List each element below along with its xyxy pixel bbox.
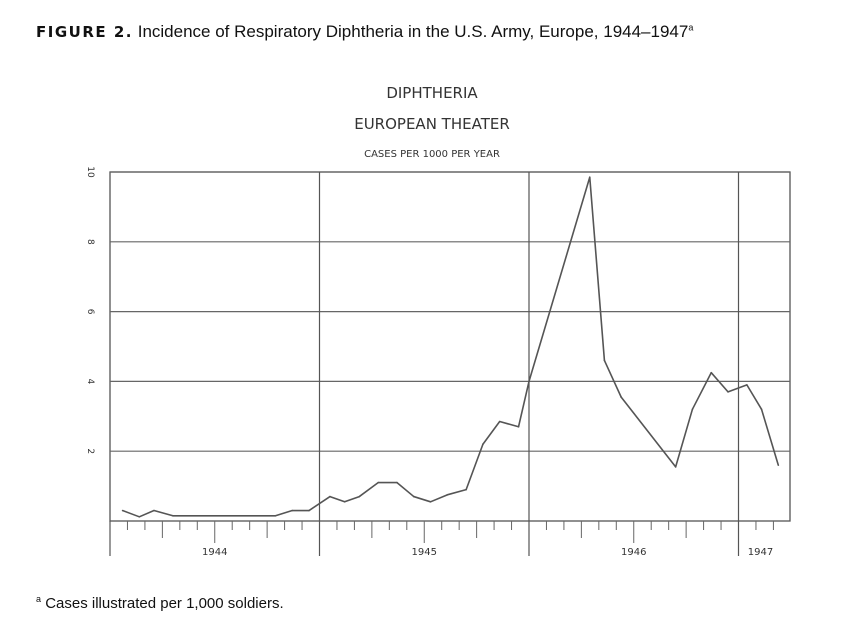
data-point (172, 514, 174, 517)
footnote: a Cases illustrated per 1,000 soldiers. (36, 594, 284, 612)
data-point (121, 509, 124, 512)
data-point (674, 466, 677, 468)
data-point (777, 464, 780, 466)
data-point (446, 494, 449, 496)
footnote-text: Cases illustrated per 1,000 soldiers. (45, 595, 284, 612)
figure-title: Incidence of Respiratory Diphtheria in t… (137, 22, 689, 41)
footnote-marker: a (36, 594, 42, 604)
plot-frame (109, 171, 791, 522)
figure-caption: FIGURE 2. Incidence of Respiratory Dipht… (36, 22, 693, 42)
data-point (528, 380, 530, 383)
data-point (138, 516, 141, 518)
chart-subtitle: EUROPEAN THEATER (354, 115, 510, 133)
data-point (482, 443, 484, 446)
data-point (727, 391, 729, 393)
x-tick-label: 1947 (748, 547, 773, 558)
x-tick-label: 1944 (202, 547, 227, 558)
data-point (429, 501, 432, 503)
data-point (412, 495, 415, 498)
data-point (153, 509, 155, 512)
data-point (274, 514, 277, 517)
data-point (588, 176, 591, 179)
y-tick-label: 10 (85, 166, 95, 178)
y-tick-label: 4 (85, 379, 95, 385)
data-point (760, 408, 763, 411)
y-tick-label: 6 (85, 309, 95, 315)
data-point (465, 488, 467, 491)
data-point (308, 509, 310, 512)
data-point (396, 481, 398, 484)
data-point (343, 501, 346, 503)
data-point (358, 495, 361, 498)
data-point (710, 371, 713, 374)
chart-title: DIPHTHERIA (386, 84, 478, 102)
y-tick-label: 2 (85, 448, 95, 454)
x-tick-label: 1946 (621, 547, 646, 558)
data-point (329, 495, 331, 498)
series-line (122, 176, 780, 518)
figure-label: FIGURE 2. (36, 23, 133, 41)
data-point (603, 359, 606, 362)
data-point (620, 396, 622, 398)
data-point (517, 425, 520, 428)
data-point (746, 384, 748, 386)
data-point (377, 481, 379, 484)
y-axis-label: CASES PER 1000 PER YEAR (364, 149, 500, 160)
y-tick-label: 8 (85, 239, 95, 245)
data-point (691, 408, 694, 411)
x-tick-label: 1945 (412, 547, 437, 558)
data-point (498, 420, 501, 423)
footnote-marker: a (688, 22, 694, 33)
data-point (291, 509, 294, 512)
